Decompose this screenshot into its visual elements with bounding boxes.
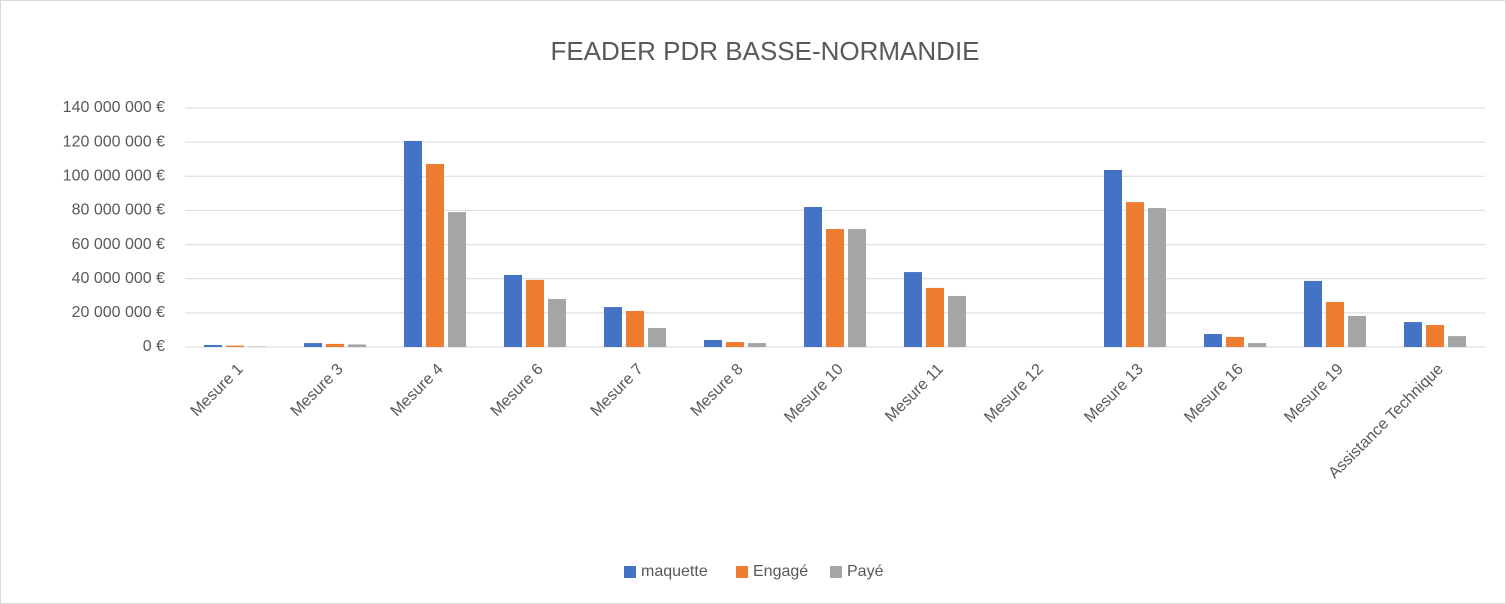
- bar: [904, 272, 922, 347]
- bar: [848, 229, 866, 347]
- chart-title: FEADER PDR BASSE-NORMANDIE: [550, 36, 979, 66]
- bar: [948, 295, 966, 347]
- bar: [448, 212, 466, 347]
- bar: [426, 163, 444, 347]
- bar: [1204, 334, 1222, 347]
- y-tick-label: 120 000 000 €: [63, 133, 165, 150]
- bar: [1348, 315, 1366, 347]
- bar: [926, 287, 944, 347]
- bar: [526, 279, 544, 347]
- bar: [326, 343, 344, 347]
- y-tick-label: 20 000 000 €: [72, 304, 166, 321]
- bar: [1304, 280, 1322, 347]
- legend-swatch: [624, 566, 636, 578]
- bar: [1326, 301, 1344, 347]
- bar: [1248, 343, 1266, 347]
- bar: [226, 345, 244, 347]
- legend-label: Engagé: [753, 563, 808, 580]
- bar: [348, 344, 366, 347]
- bar: [204, 344, 222, 347]
- bar: [626, 310, 644, 347]
- bar: [726, 342, 744, 347]
- legend-label: maquette: [641, 563, 708, 580]
- bar: [826, 229, 844, 347]
- y-tick-label: 100 000 000 €: [63, 168, 165, 185]
- y-tick-label: 80 000 000 €: [72, 202, 166, 219]
- bar: [804, 207, 822, 347]
- bar: [704, 340, 722, 347]
- y-tick-label: 40 000 000 €: [72, 270, 166, 287]
- y-tick-label: 0 €: [143, 338, 165, 355]
- bar: [1426, 324, 1444, 347]
- bar: [604, 307, 622, 347]
- bar: [648, 328, 666, 347]
- bar: [248, 346, 266, 347]
- legend-label: Payé: [847, 563, 884, 580]
- bar: [504, 274, 522, 347]
- y-tick-label: 140 000 000 €: [63, 99, 165, 116]
- bar: [1226, 336, 1244, 347]
- bar: [404, 140, 422, 347]
- bar: [1148, 208, 1166, 347]
- bar: [1126, 202, 1144, 347]
- bar: [304, 343, 322, 347]
- bar: [548, 299, 566, 347]
- bar: [1104, 169, 1122, 347]
- y-tick-label: 60 000 000 €: [72, 236, 166, 253]
- legend-swatch: [736, 566, 748, 578]
- legend-swatch: [830, 566, 842, 578]
- bar: [1448, 336, 1466, 347]
- bar: [748, 343, 766, 347]
- bar: [1404, 322, 1422, 347]
